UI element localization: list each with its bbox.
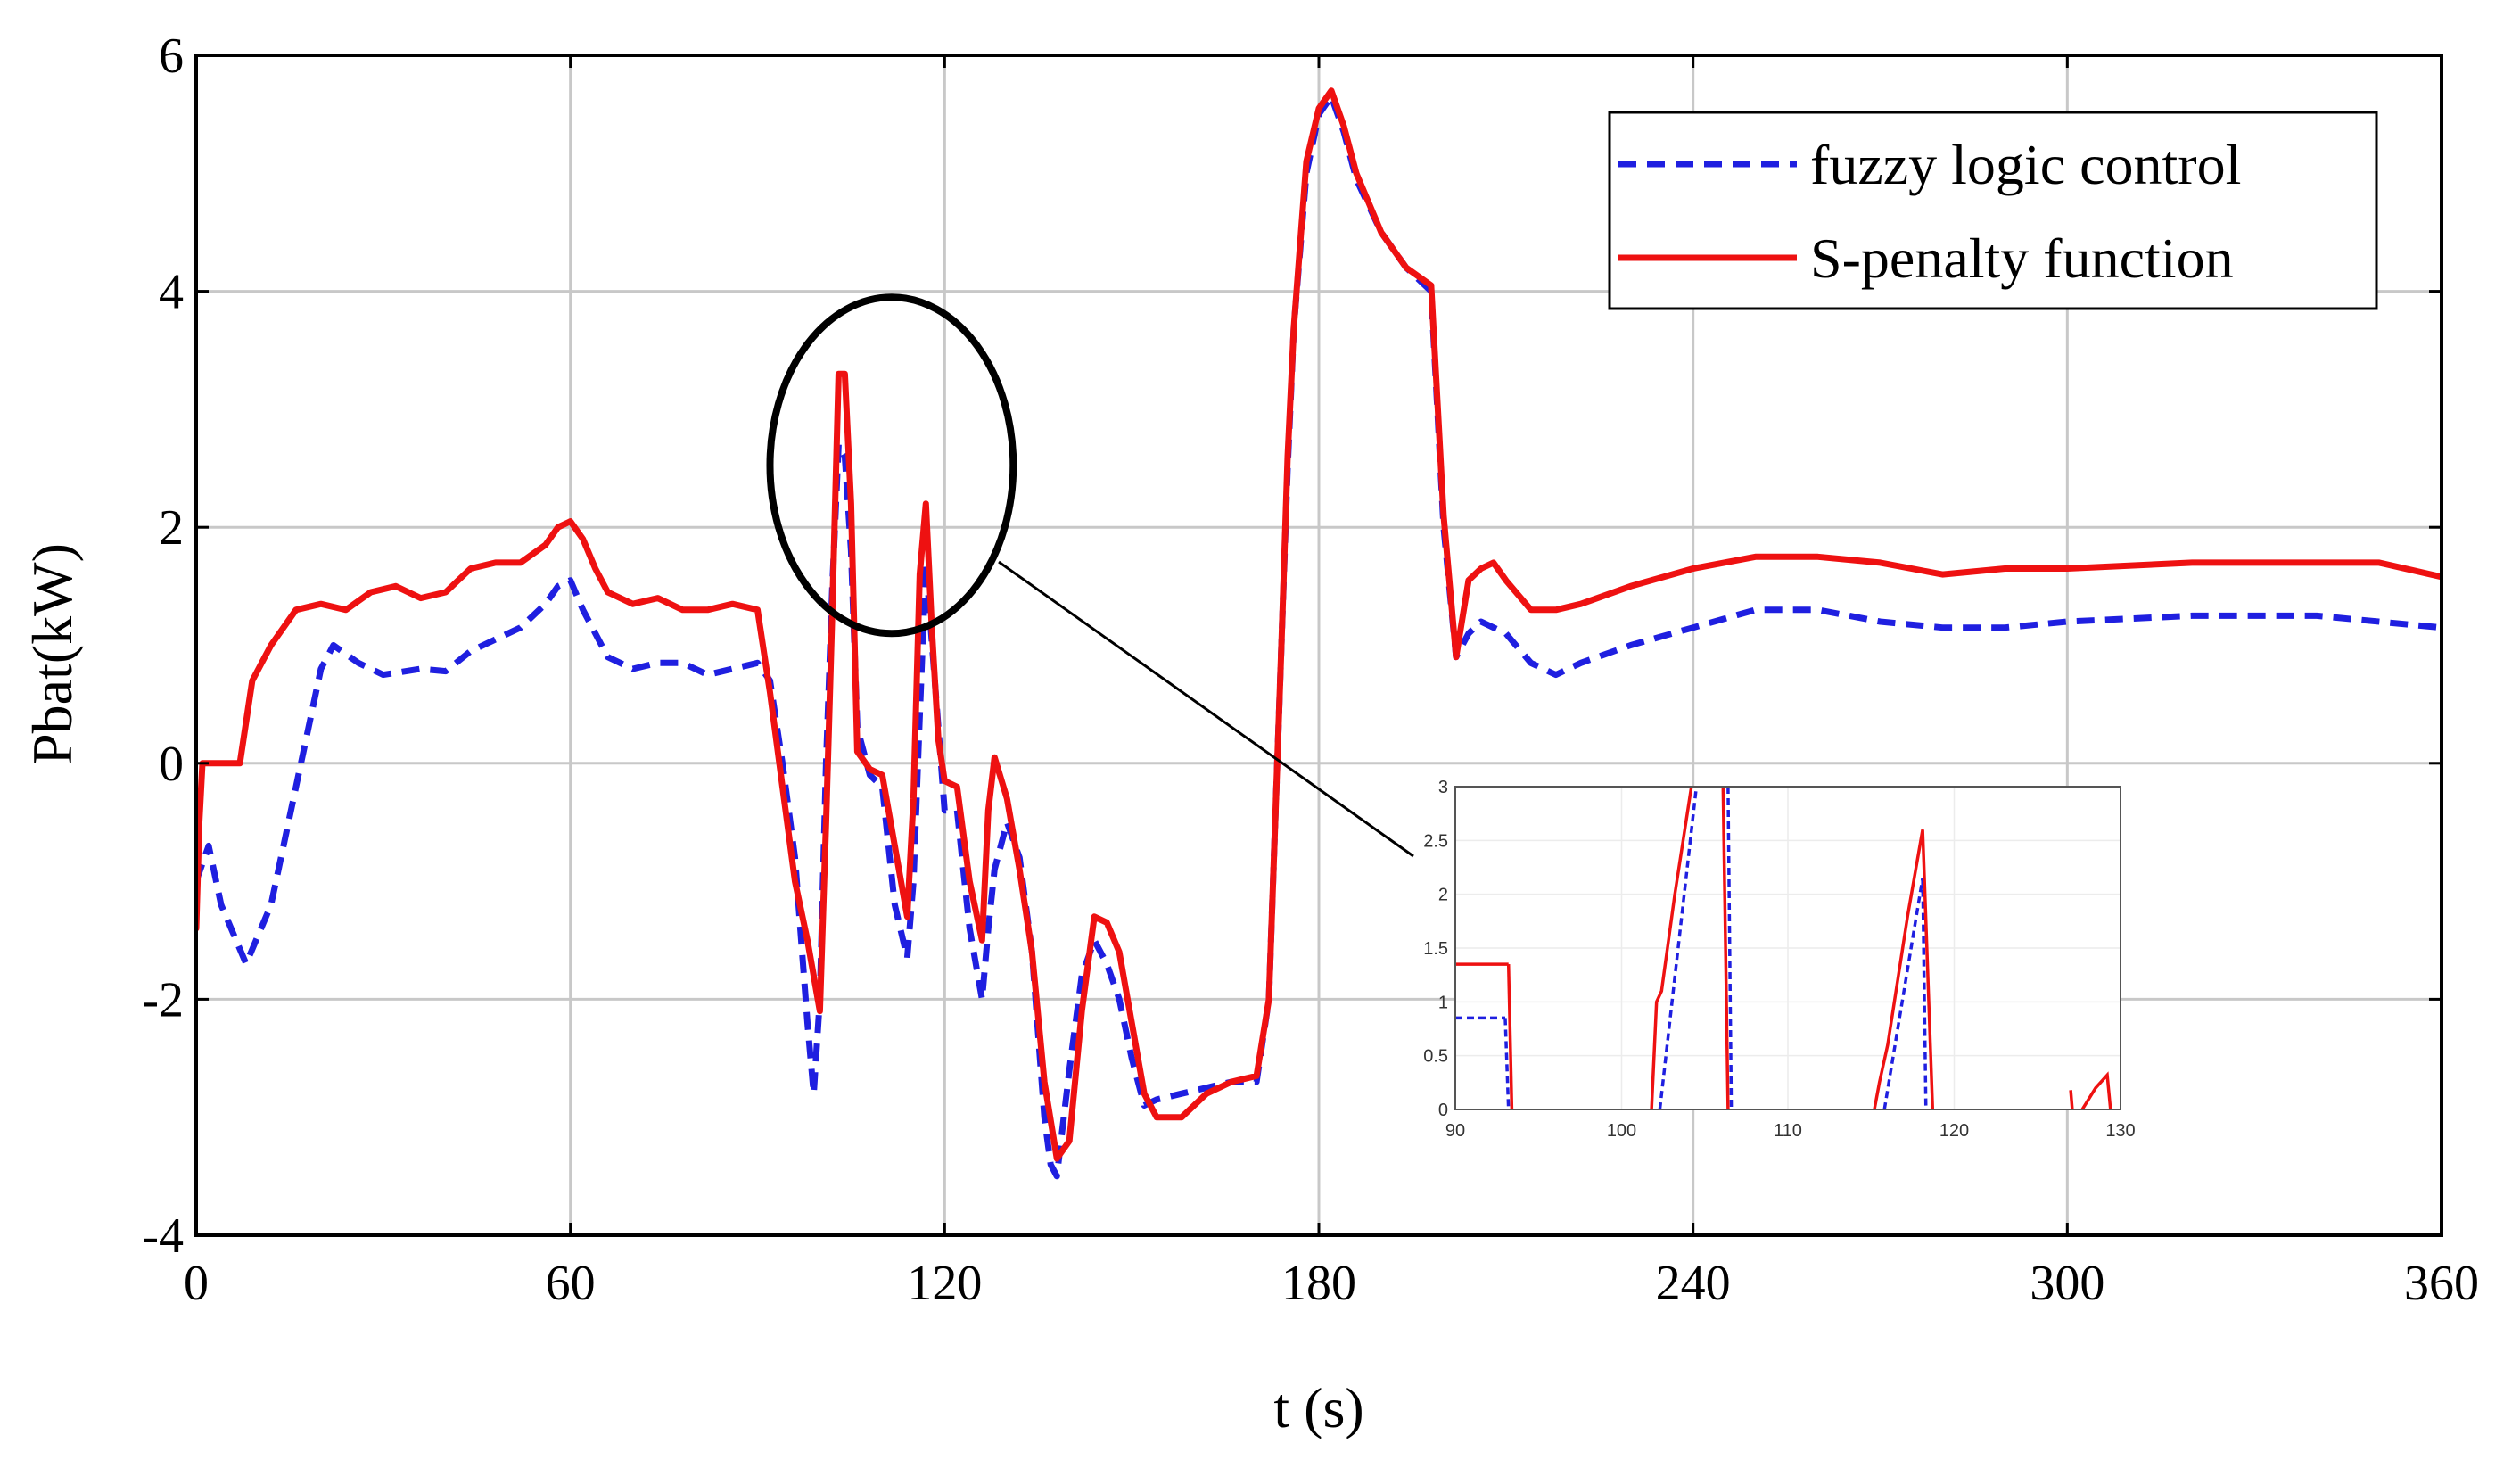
- series-line-1: [196, 87, 2442, 1162]
- inset-series-1-segment: [1650, 787, 1693, 1109]
- inset-y-tick-label: 2.5: [1423, 831, 1448, 851]
- inset-y-tick-label: 2: [1438, 886, 1448, 905]
- inset-y-tick-label: 3: [1438, 778, 1448, 797]
- inset-y-tick-label: 0: [1438, 1101, 1448, 1120]
- inset-y-tick-label: 1.5: [1423, 939, 1448, 959]
- inset-border: [1454, 786, 2121, 1110]
- x-tick-label: 0: [184, 1256, 209, 1311]
- highlight-ellipse: [766, 293, 1017, 638]
- y-tick-label: 2: [159, 500, 184, 556]
- inset-y-tick-label: 0.5: [1423, 1047, 1448, 1067]
- legend-entry-spenalty: S-penalty function: [1810, 227, 2234, 290]
- inset-series-1-segment: [1506, 964, 1514, 1109]
- y-tick-label: 0: [159, 737, 184, 792]
- series-line-0: [196, 93, 2442, 1180]
- inset-series-0-segment: [1921, 878, 1928, 1109]
- x-tick-label: 300: [2030, 1256, 2104, 1311]
- inset-series-1-segment: [2080, 1071, 2112, 1109]
- x-tick-label: 180: [1281, 1256, 1356, 1311]
- plot-lines: [196, 87, 2442, 1180]
- x-tick-label: 360: [2404, 1256, 2479, 1311]
- x-axis-label: t (s): [1273, 1376, 1363, 1439]
- inset-x-tick-label: 100: [1607, 1121, 1636, 1141]
- inset-series-1-segment: [2069, 1090, 2074, 1109]
- inset-series-1-segment: [1721, 787, 1730, 1109]
- inset-series-0-segment: [1726, 787, 1734, 1109]
- zoom-connector-line: [998, 560, 1414, 858]
- y-axis-label: Pbat(kW): [21, 543, 84, 765]
- legend-box: [1608, 111, 2378, 310]
- x-tick-label: 240: [1656, 1256, 1731, 1311]
- inset-x-tick-label: 90: [1445, 1121, 1465, 1141]
- inset-series-0-segment: [1503, 1018, 1511, 1109]
- inset-x-tick-label: 130: [2105, 1121, 2135, 1141]
- inset-series-1-segment: [1873, 829, 1935, 1109]
- inset-series-0-segment: [1882, 878, 1924, 1109]
- inset-x-tick-label: 120: [1939, 1121, 1969, 1141]
- x-tick-label: 120: [907, 1256, 982, 1311]
- legend: fuzzy logic control S-penalty function: [1608, 111, 2378, 310]
- inset-zoom-plot: 90 100 110 120 130 0 0.5 1 1.5 2 2.5 3: [1423, 778, 2136, 1141]
- y-tick-label: -2: [142, 972, 184, 1027]
- x-tick-label: 60: [546, 1256, 596, 1311]
- y-tick-label: -4: [142, 1208, 184, 1264]
- inset-y-tick-label: 1: [1438, 993, 1448, 1012]
- y-tick-label: 6: [159, 29, 184, 84]
- legend-entry-fuzzy: fuzzy logic control: [1810, 133, 2241, 196]
- inset-series-0-segment: [1658, 787, 1699, 1109]
- inset-x-tick-label: 110: [1774, 1121, 1802, 1141]
- y-tick-label: 4: [159, 265, 184, 320]
